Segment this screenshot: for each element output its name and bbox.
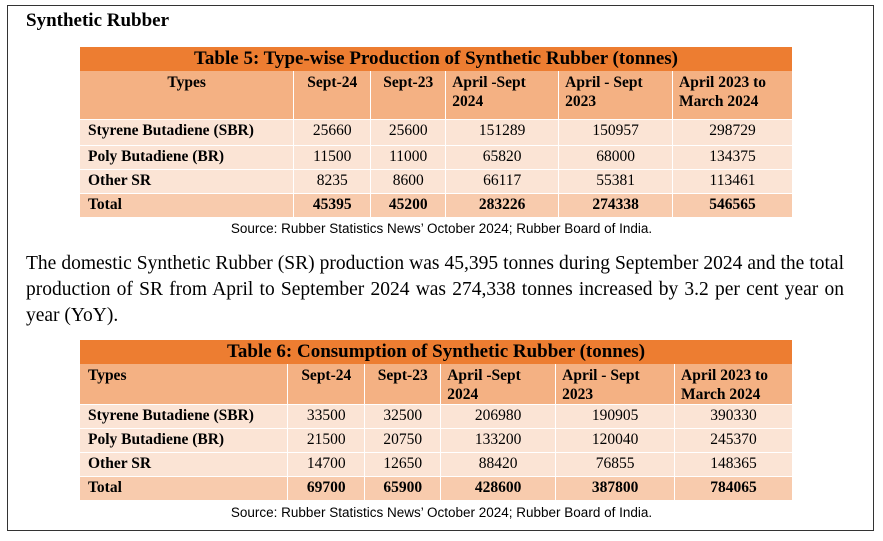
row-type: Poly Butadiene (BR) [80,145,295,170]
section-title: Synthetic Rubber [26,10,170,31]
cell: 120040 [555,428,676,453]
cell: 20750 [364,428,442,453]
col-header-sept23: Sept-23 [370,71,447,120]
row-type: Poly Butadiene (BR) [80,428,289,453]
cell: 65820 [445,145,560,170]
col-header-apr-sept-2024: April -Sept 2024 [445,71,560,120]
document-frame [7,5,874,531]
cell: 428600 [440,476,557,501]
col-header-fy-2023-24: April 2023 to March 2024 [674,364,793,405]
cell: 8235 [293,169,372,194]
cell: 546565 [672,193,793,218]
cell: 11000 [370,145,447,170]
row-type: Total [80,193,295,218]
consumption-table: Table 6: Consumption of Synthetic Rubber… [80,340,793,501]
table6-title: Table 6: Consumption of Synthetic Rubber… [80,340,793,364]
cell: 14700 [287,452,366,477]
table-row: Styrene Butadiene (SBR) 25660 25600 1512… [80,119,793,146]
cell: 33500 [287,404,366,429]
col-header-sept24: Sept-24 [293,71,372,120]
col-header-types: Types [80,364,289,405]
cell: 206980 [440,404,557,429]
cell: 25600 [370,119,447,146]
cell: 25660 [293,119,372,146]
cell: 8600 [370,169,447,194]
cell: 245370 [674,428,793,453]
col-header-sept24: Sept-24 [287,364,366,405]
cell: 68000 [558,145,674,170]
total-row: Total 69700 65900 428600 387800 784065 [80,476,793,501]
production-table: Table 5: Type-wise Production of Synthet… [80,47,793,218]
col-header-apr-sept-2023: April - Sept 2023 [555,364,676,405]
row-type: Other SR [80,169,295,194]
cell: 66117 [445,169,560,194]
col-header-fy-2023-24: April 2023 to March 2024 [672,71,793,120]
table5-title: Table 5: Type-wise Production of Synthet… [80,47,793,71]
col-header-apr-sept-2024: April -Sept 2024 [440,364,557,405]
cell: 45200 [370,193,447,218]
col-header-sept23: Sept-23 [364,364,442,405]
cell: 21500 [287,428,366,453]
cell: 55381 [558,169,674,194]
cell: 65900 [364,476,442,501]
cell: 283226 [445,193,560,218]
cell: 69700 [287,476,366,501]
cell: 190905 [555,404,676,429]
cell: 150957 [558,119,674,146]
table-row: Styrene Butadiene (SBR) 33500 32500 2069… [80,404,793,429]
row-type: Styrene Butadiene (SBR) [80,404,289,429]
cell: 113461 [672,169,793,194]
table-header-row: Types Sept-24 Sept-23 April -Sept 2024 A… [80,364,793,405]
table-row: Poly Butadiene (BR) 21500 20750 133200 1… [80,428,793,453]
row-type: Total [80,476,289,501]
row-type: Styrene Butadiene (SBR) [80,119,295,146]
row-type: Other SR [80,452,289,477]
table-title-row: Table 5: Type-wise Production of Synthet… [80,47,793,71]
table6-source: Source: Rubber Statistics News’ October … [230,505,653,520]
table-title-row: Table 6: Consumption of Synthetic Rubber… [80,340,793,364]
cell: 32500 [364,404,442,429]
table-row: Poly Butadiene (BR) 11500 11000 65820 68… [80,145,793,170]
table5-source: Source: Rubber Statistics News’ October … [230,221,653,236]
body-paragraph: The domestic Synthetic Rubber (SR) produ… [26,253,844,326]
cell: 45395 [293,193,372,218]
cell: 784065 [674,476,793,501]
cell: 387800 [555,476,676,501]
cell: 274338 [558,193,674,218]
cell: 390330 [674,404,793,429]
total-row: Total 45395 45200 283226 274338 546565 [80,193,793,218]
cell: 12650 [364,452,442,477]
table-row: Other SR 8235 8600 66117 55381 113461 [80,169,793,194]
cell: 298729 [672,119,793,146]
cell: 148365 [674,452,793,477]
col-header-types: Types [80,71,295,120]
cell: 133200 [440,428,557,453]
cell: 11500 [293,145,372,170]
cell: 88420 [440,452,557,477]
cell: 134375 [672,145,793,170]
cell: 151289 [445,119,560,146]
table-row: Other SR 14700 12650 88420 76855 148365 [80,452,793,477]
col-header-apr-sept-2023: April - Sept 2023 [558,71,674,120]
table-header-row: Types Sept-24 Sept-23 April -Sept 2024 A… [80,71,793,120]
cell: 76855 [555,452,676,477]
